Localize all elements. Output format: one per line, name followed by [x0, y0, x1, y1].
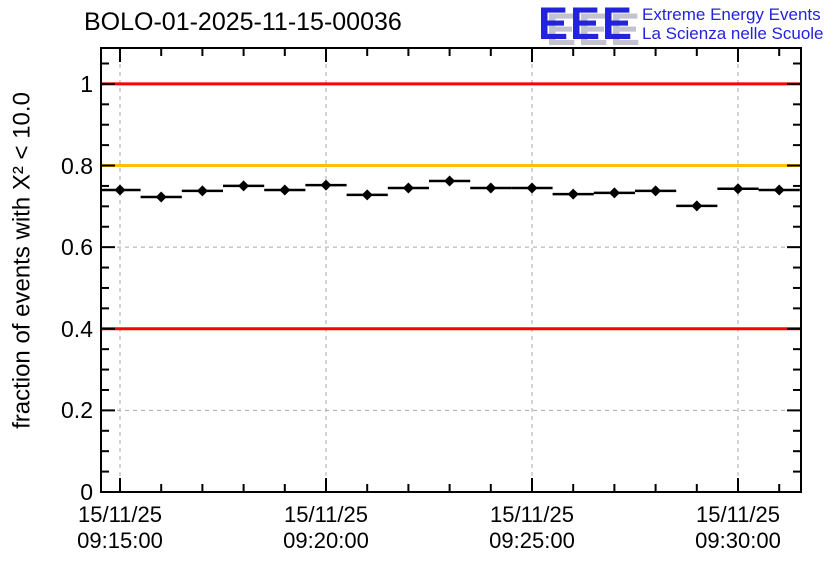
- data-point-marker: [279, 184, 291, 196]
- data-point-marker: [320, 179, 332, 191]
- eee-logo-acronym: EEE: [538, 0, 635, 49]
- data-point-marker: [444, 175, 456, 187]
- eee-logo-line2: La Scienza nelle Scuole: [642, 24, 824, 43]
- x-tick-date: 15/11/25: [695, 502, 780, 527]
- data-point-marker: [526, 182, 538, 194]
- x-tick-label: 15/11/25 09:20:00: [256, 502, 396, 554]
- data-point-marker: [485, 182, 497, 194]
- y-tick-label: 0: [80, 479, 93, 505]
- y-tick-label: 0.2: [61, 397, 93, 424]
- chart-title: BOLO-01-2025-11-15-00036: [84, 8, 402, 36]
- data-point-marker: [402, 182, 414, 194]
- data-point-marker: [732, 183, 744, 195]
- x-tick-date: 15/11/25: [489, 502, 574, 527]
- x-tick-time: 09:20:00: [283, 528, 369, 553]
- data-point-marker: [650, 185, 662, 197]
- x-tick-label: 15/11/25 09:15:00: [50, 502, 190, 554]
- y-tick-label: 0.8: [61, 152, 93, 179]
- y-tick-label: 0.6: [61, 234, 93, 261]
- data-point-marker: [691, 200, 703, 212]
- x-tick-time: 09:30:00: [695, 528, 781, 553]
- x-tick-time: 09:25:00: [489, 528, 575, 553]
- data-point-marker: [773, 184, 785, 196]
- eee-logo-text: Extreme Energy Events La Scienza nelle S…: [642, 5, 823, 43]
- y-tick-label: 1: [80, 70, 93, 97]
- data-point-marker: [114, 184, 126, 196]
- eee-logo: EEE Extreme Energy Events La Scienza nel…: [538, 0, 824, 48]
- data-point-marker: [608, 187, 620, 199]
- y-tick-label: 0.4: [61, 315, 93, 342]
- data-point-marker: [155, 191, 167, 203]
- x-tick-date: 15/11/25: [283, 502, 368, 527]
- data-point-marker: [361, 189, 373, 201]
- x-tick-label: 15/11/25 09:25:00: [462, 502, 602, 554]
- x-tick-time: 09:15:00: [77, 528, 163, 553]
- x-tick-label: 15/11/25 09:30:00: [668, 502, 808, 554]
- data-point-marker: [238, 180, 250, 192]
- plot-frame: [100, 47, 802, 493]
- eee-logo-line1: Extreme Energy Events: [642, 5, 821, 24]
- data-point-marker: [567, 188, 579, 200]
- data-point-marker: [196, 185, 208, 197]
- x-tick-date: 15/11/25: [77, 502, 162, 527]
